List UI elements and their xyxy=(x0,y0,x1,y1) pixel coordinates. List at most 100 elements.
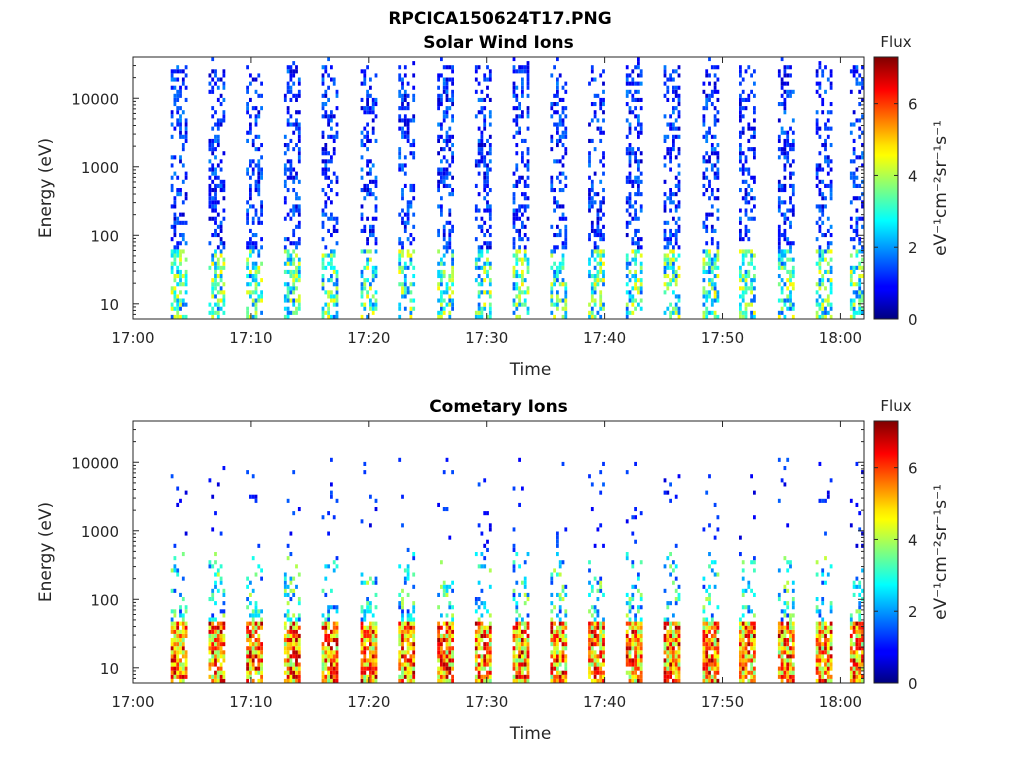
heatmap-cell xyxy=(170,155,174,160)
heatmap-cell xyxy=(710,298,714,303)
heatmap-cell xyxy=(564,89,568,94)
heatmap-cell xyxy=(829,110,833,115)
heatmap-cell xyxy=(486,654,489,659)
heatmap-cell xyxy=(561,314,565,319)
heatmap-cell xyxy=(602,81,605,86)
heatmap-cell xyxy=(512,629,516,634)
heatmap-cell xyxy=(708,269,711,274)
heatmap-cell xyxy=(849,282,853,287)
heatmap-cell xyxy=(747,183,751,188)
heatmap-cell xyxy=(283,576,287,581)
x-tick-label: 17:10 xyxy=(229,329,272,347)
heatmap-cell xyxy=(716,572,720,577)
heatmap-cell xyxy=(789,290,792,295)
heatmap-cell xyxy=(512,666,516,671)
heatmap-cell xyxy=(448,237,452,242)
heatmap-cell xyxy=(750,147,753,152)
heatmap-cell xyxy=(216,77,220,82)
heatmap-cell xyxy=(292,233,296,238)
heatmap-cell xyxy=(184,175,188,180)
heatmap-cell xyxy=(488,143,492,148)
heatmap-cell xyxy=(741,290,745,295)
heatmap-cell xyxy=(286,654,290,659)
heatmap-cell xyxy=(663,73,667,78)
heatmap-cell xyxy=(588,269,591,274)
heatmap-cell xyxy=(297,670,301,675)
heatmap-cell xyxy=(713,298,717,303)
heatmap-cell xyxy=(440,650,443,655)
heatmap-cell xyxy=(855,175,859,180)
heatmap-cell xyxy=(324,245,328,250)
heatmap-cell xyxy=(445,302,449,307)
heatmap-cell xyxy=(477,143,481,148)
heatmap-cell xyxy=(596,662,600,667)
heatmap-cell xyxy=(289,241,293,246)
heatmap-cell xyxy=(214,670,217,675)
heatmap-cell xyxy=(634,617,637,622)
heatmap-cell xyxy=(588,163,591,168)
heatmap-cell xyxy=(254,298,258,303)
heatmap-cell xyxy=(786,646,790,651)
heatmap-cell xyxy=(176,650,180,655)
heatmap-cell xyxy=(556,670,559,675)
heatmap-cell xyxy=(561,216,565,221)
heatmap-cell xyxy=(526,552,530,557)
heatmap-cell xyxy=(327,621,330,626)
heatmap-cell xyxy=(625,556,629,561)
heatmap-cell xyxy=(208,478,212,483)
heatmap-cell xyxy=(283,97,287,102)
heatmap-cell xyxy=(789,220,792,225)
heatmap-cell xyxy=(818,306,822,311)
heatmap-cell xyxy=(246,102,249,107)
heatmap-cell xyxy=(211,564,215,569)
heatmap-cell xyxy=(249,114,252,119)
heatmap-cell xyxy=(739,617,742,622)
heatmap-cell xyxy=(369,674,372,679)
heatmap-cell xyxy=(488,216,492,221)
heatmap-cell xyxy=(786,568,790,573)
heatmap-cell xyxy=(254,265,258,270)
heatmap-cell xyxy=(374,249,378,254)
heatmap-cell xyxy=(214,204,217,209)
heatmap-cell xyxy=(815,204,819,209)
heatmap-cell xyxy=(526,204,530,209)
heatmap-cell xyxy=(672,253,675,258)
heatmap-cell xyxy=(596,233,600,238)
heatmap-cell xyxy=(335,629,339,634)
heatmap-cell xyxy=(321,159,325,164)
heatmap-cell xyxy=(515,151,519,156)
heatmap-cell xyxy=(588,151,591,156)
heatmap-cell xyxy=(173,670,177,675)
heatmap-cell xyxy=(360,138,364,143)
heatmap-cell xyxy=(488,629,492,634)
heatmap-cell xyxy=(588,261,591,266)
heatmap-cell xyxy=(442,253,446,258)
heatmap-cell xyxy=(710,286,714,291)
heatmap-cell xyxy=(593,278,597,283)
heatmap-cell xyxy=(791,183,795,188)
heatmap-cell xyxy=(179,106,182,111)
heatmap-cell xyxy=(753,568,756,573)
heatmap-cell xyxy=(639,650,643,655)
heatmap-cell xyxy=(791,306,795,311)
heatmap-cell xyxy=(222,183,226,188)
heatmap-cell xyxy=(515,85,519,90)
heatmap-cell xyxy=(246,670,249,675)
heatmap-cell xyxy=(861,265,864,270)
heatmap-cell xyxy=(780,674,784,679)
heatmap-cell xyxy=(332,629,336,634)
heatmap-cell xyxy=(824,138,827,143)
heatmap-cell xyxy=(561,155,565,160)
heatmap-cell xyxy=(173,253,177,258)
heatmap-cell xyxy=(332,605,336,610)
heatmap-cell xyxy=(249,73,252,78)
heatmap-cell xyxy=(521,290,524,295)
heatmap-cell xyxy=(663,204,667,209)
heatmap-cell xyxy=(556,57,559,62)
heatmap-cell xyxy=(669,552,672,557)
heatmap-cell xyxy=(561,654,565,659)
heatmap-cell xyxy=(246,282,249,287)
heatmap-cell xyxy=(176,118,180,123)
heatmap-cell xyxy=(289,621,293,626)
heatmap-cell xyxy=(674,588,678,593)
